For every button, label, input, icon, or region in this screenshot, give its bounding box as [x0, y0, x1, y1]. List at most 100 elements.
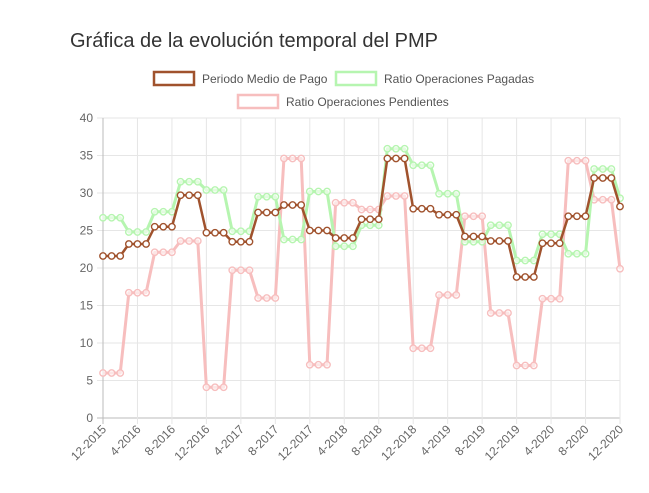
- data-point[interactable]: [211, 228, 219, 237]
- legend-item[interactable]: Ratio Operaciones Pendientes: [236, 93, 449, 110]
- data-point[interactable]: [159, 207, 168, 216]
- data-point[interactable]: [495, 237, 504, 245]
- data-point[interactable]: [495, 309, 504, 317]
- data-point[interactable]: [607, 174, 616, 182]
- data-point[interactable]: [469, 212, 478, 221]
- data-point[interactable]: [124, 228, 133, 236]
- data-point[interactable]: [443, 291, 452, 299]
- data-point[interactable]: [521, 361, 530, 370]
- data-point[interactable]: [452, 189, 461, 198]
- data-point[interactable]: [460, 212, 469, 221]
- data-point[interactable]: [564, 156, 573, 165]
- data-point[interactable]: [504, 309, 512, 317]
- data-point[interactable]: [529, 256, 538, 265]
- data-point[interactable]: [254, 192, 263, 201]
- data-point[interactable]: [538, 230, 547, 239]
- data-point[interactable]: [150, 207, 159, 216]
- data-point[interactable]: [555, 294, 564, 303]
- data-point[interactable]: [107, 252, 116, 260]
- data-point[interactable]: [176, 177, 185, 186]
- data-point[interactable]: [392, 144, 400, 153]
- data-point[interactable]: [435, 189, 443, 198]
- data-point[interactable]: [297, 235, 306, 244]
- data-point[interactable]: [486, 221, 495, 230]
- data-point[interactable]: [573, 249, 581, 258]
- data-point[interactable]: [616, 264, 624, 273]
- data-point[interactable]: [383, 144, 392, 153]
- legend-item[interactable]: Ratio Operaciones Pagadas: [334, 70, 534, 87]
- data-point[interactable]: [426, 204, 435, 213]
- data-point[interactable]: [409, 204, 418, 213]
- data-point[interactable]: [443, 189, 452, 198]
- data-point[interactable]: [107, 213, 116, 222]
- data-point[interactable]: [211, 383, 219, 392]
- data-point[interactable]: [452, 210, 461, 219]
- data-point[interactable]: [538, 239, 547, 248]
- data-point[interactable]: [555, 239, 564, 248]
- data-point[interactable]: [564, 212, 573, 221]
- data-point[interactable]: [392, 154, 400, 163]
- data-point[interactable]: [581, 249, 590, 258]
- data-point[interactable]: [202, 383, 211, 392]
- data-point[interactable]: [288, 154, 297, 163]
- data-point[interactable]: [323, 226, 331, 235]
- data-point[interactable]: [193, 177, 202, 186]
- data-point[interactable]: [116, 213, 125, 222]
- data-point[interactable]: [478, 212, 487, 221]
- data-point[interactable]: [521, 273, 530, 281]
- data-point[interactable]: [598, 195, 607, 204]
- data-point[interactable]: [348, 242, 357, 251]
- data-point[interactable]: [185, 237, 194, 245]
- data-point[interactable]: [133, 240, 142, 248]
- data-point[interactable]: [314, 226, 323, 235]
- data-point[interactable]: [504, 221, 512, 230]
- data-point[interactable]: [529, 361, 538, 370]
- data-point[interactable]: [228, 237, 237, 246]
- data-point[interactable]: [176, 237, 185, 245]
- data-point[interactable]: [193, 191, 202, 200]
- data-point[interactable]: [607, 165, 616, 173]
- data-point[interactable]: [142, 288, 150, 297]
- data-point[interactable]: [236, 266, 245, 275]
- data-point[interactable]: [168, 222, 176, 231]
- data-point[interactable]: [581, 156, 590, 165]
- data-point[interactable]: [417, 204, 426, 213]
- data-point[interactable]: [331, 242, 340, 251]
- data-point[interactable]: [400, 144, 409, 153]
- data-point[interactable]: [314, 360, 323, 369]
- data-point[interactable]: [452, 291, 461, 299]
- data-point[interactable]: [245, 266, 254, 275]
- data-point[interactable]: [340, 234, 349, 242]
- data-point[interactable]: [460, 232, 469, 241]
- data-point[interactable]: [150, 248, 159, 257]
- data-point[interactable]: [512, 361, 521, 370]
- data-point[interactable]: [331, 198, 340, 207]
- data-point[interactable]: [193, 237, 202, 245]
- data-point[interactable]: [305, 187, 314, 196]
- data-point[interactable]: [245, 237, 254, 246]
- data-point[interactable]: [202, 228, 211, 237]
- data-point[interactable]: [331, 234, 340, 242]
- data-point[interactable]: [426, 344, 435, 353]
- data-point[interactable]: [348, 198, 357, 207]
- data-point[interactable]: [271, 208, 280, 217]
- data-point[interactable]: [211, 186, 219, 194]
- data-point[interactable]: [573, 212, 581, 221]
- data-point[interactable]: [297, 154, 306, 163]
- data-point[interactable]: [323, 360, 331, 369]
- data-point[interactable]: [616, 202, 624, 211]
- data-point[interactable]: [366, 205, 375, 214]
- data-point[interactable]: [529, 273, 538, 281]
- data-point[interactable]: [409, 161, 418, 170]
- data-point[interactable]: [400, 154, 409, 163]
- data-point[interactable]: [374, 215, 383, 224]
- data-point[interactable]: [305, 226, 314, 235]
- data-point[interactable]: [124, 240, 133, 248]
- data-point[interactable]: [417, 161, 426, 170]
- data-point[interactable]: [547, 294, 555, 303]
- data-point[interactable]: [176, 191, 185, 200]
- data-point[interactable]: [116, 252, 125, 260]
- data-point[interactable]: [99, 252, 107, 260]
- data-point[interactable]: [383, 154, 392, 163]
- data-point[interactable]: [598, 165, 607, 173]
